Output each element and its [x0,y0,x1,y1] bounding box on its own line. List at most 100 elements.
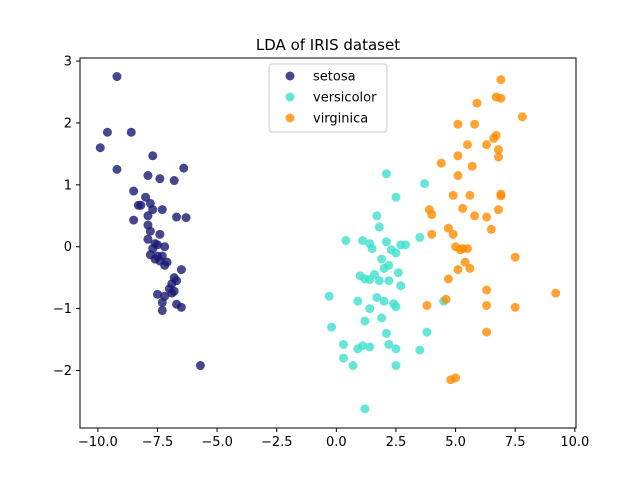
point-versicolor [381,169,391,179]
point-versicolor [374,222,384,232]
x-tick-label: 0.0 [326,435,347,450]
point-versicolor [341,236,351,246]
y-tick-label: −1 [53,302,72,317]
point-virginica [472,98,482,108]
point-setosa [157,205,167,215]
point-setosa [148,151,158,161]
point-virginica [482,212,492,222]
point-virginica [453,265,463,275]
point-versicolor [360,316,370,326]
point-setosa [126,127,136,137]
point-versicolor [381,237,391,247]
point-versicolor [367,244,377,254]
point-setosa [95,143,105,153]
point-setosa [143,171,153,181]
point-virginica [453,151,463,161]
y-tick-label: 0 [64,240,72,255]
point-virginica [465,190,475,200]
point-virginica [448,190,458,200]
point-virginica [422,300,432,310]
point-setosa [155,174,165,184]
x-tick-label: −5.0 [201,435,233,450]
x-tick-label: −2.5 [261,435,293,450]
point-versicolor [377,254,387,264]
legend-marker-virginica [285,113,295,123]
point-setosa [167,288,177,298]
point-virginica [455,245,465,255]
point-virginica [486,224,496,234]
point-virginica [496,75,506,85]
legend-label-virginica: virginica [313,112,368,127]
point-versicolor [393,268,403,278]
point-setosa [160,260,170,270]
point-virginica [443,223,453,233]
legend-label-setosa: setosa [313,70,356,85]
point-setosa [172,212,182,222]
x-tick-label: 2.5 [386,435,407,450]
point-virginica [443,274,453,284]
point-virginica [510,302,520,312]
point-setosa [141,192,151,202]
point-virginica [451,373,461,383]
point-versicolor [353,296,363,306]
x-tick-label: 7.5 [505,435,526,450]
point-virginica [494,145,503,155]
point-virginica [453,119,463,129]
point-setosa [129,186,139,196]
point-versicolor [396,281,406,291]
point-virginica [453,171,463,181]
point-virginica [496,93,506,103]
y-tick-label: 2 [64,116,72,131]
legend: setosa versicolor virginica [268,63,388,133]
point-virginica [494,152,503,162]
y-axis: −2 −1 0 1 2 3 [53,55,80,379]
point-versicolor [415,345,425,355]
point-versicolor [358,341,368,351]
point-virginica [470,119,480,129]
x-axis: −10.0 −7.5 −5.0 −2.5 0.0 2.5 5.0 7.5 10.0 [78,428,589,450]
point-virginica [460,257,470,267]
points-layer [95,72,561,414]
point-versicolor [360,404,370,414]
point-virginica [441,294,451,304]
point-setosa [155,229,165,239]
x-tick-label: −10.0 [78,435,118,450]
point-versicolor [415,232,425,242]
legend-marker-setosa [285,71,295,81]
axes-frame [79,57,577,429]
point-virginica [510,252,520,262]
point-versicolor [358,236,368,246]
point-setosa [143,211,153,221]
point-setosa [157,297,167,307]
point-versicolor [391,344,401,354]
point-virginica [458,203,468,213]
point-setosa [133,200,143,210]
y-tick-label: 3 [64,55,72,70]
point-virginica [551,288,561,298]
point-setosa [129,215,139,225]
point-versicolor [391,302,401,312]
point-versicolor [339,339,348,349]
point-setosa [169,176,179,186]
point-setosa [176,302,186,312]
point-setosa [160,242,170,252]
point-setosa [176,265,186,275]
point-setosa [145,226,155,236]
point-versicolor [327,322,337,332]
legend-label-versicolor: versicolor [313,91,377,106]
point-setosa [143,234,153,244]
point-virginica [463,140,472,150]
point-versicolor [384,339,394,349]
point-versicolor [420,179,430,189]
point-versicolor [379,263,389,273]
point-versicolor [365,342,375,352]
point-versicolor [348,361,358,371]
point-virginica [465,263,475,273]
point-virginica [496,191,506,201]
point-versicolor [365,304,375,314]
point-setosa [102,127,112,137]
point-setosa [112,72,122,82]
x-tick-label: 5.0 [445,435,466,450]
point-setosa [157,305,167,315]
